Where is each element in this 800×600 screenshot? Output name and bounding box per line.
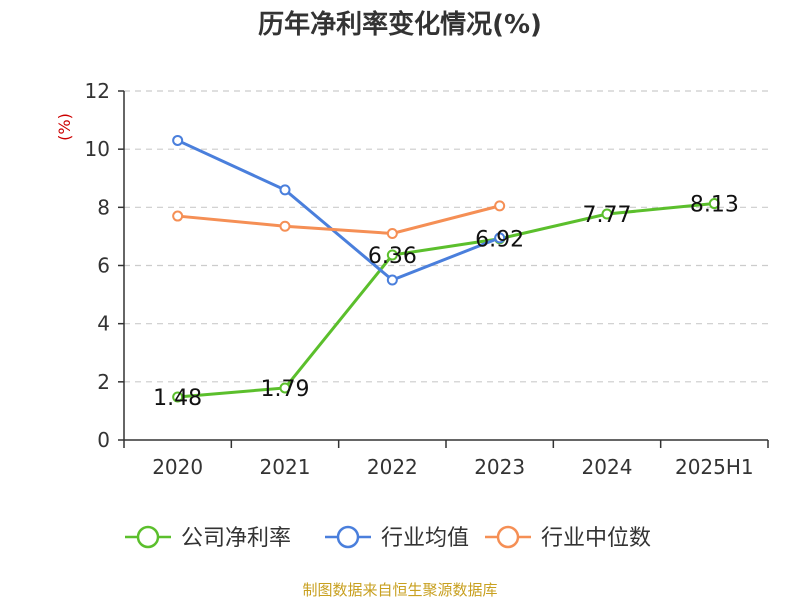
- y-tick-label-2: 4: [97, 312, 110, 336]
- legend-label-0[interactable]: 公司净利率: [181, 526, 291, 551]
- x-tick-label-5: 2025H1: [675, 455, 754, 479]
- data-labels: 1.48 1.79 6.36 6.92 7.77 8.13: [153, 193, 739, 411]
- y-tick-label-6: 12: [85, 79, 110, 103]
- series-line-1: [177, 139, 501, 282]
- y-tick-label-0: 0: [97, 428, 110, 452]
- y-tick-label-3: 6: [97, 254, 110, 278]
- data-point-2-3[interactable]: [494, 200, 506, 212]
- data-point-0-5[interactable]: [708, 198, 720, 210]
- gridlines: [124, 90, 768, 383]
- data-label-0: 1.48: [153, 386, 202, 411]
- data-point-1-1[interactable]: [279, 184, 291, 196]
- series-line-0: [177, 202, 715, 399]
- legend[interactable]: 公司净利率 行业均值 行业中位数: [125, 525, 651, 551]
- y-tick-label-4: 8: [97, 195, 110, 219]
- legend-marker-0: [136, 525, 160, 549]
- data-point-0-0[interactable]: [172, 391, 184, 403]
- data-label-2: 6.36: [368, 244, 417, 269]
- data-point-0-1[interactable]: [279, 382, 291, 394]
- data-point-2-0[interactable]: [172, 210, 184, 222]
- y-tick-label-1: 2: [97, 370, 110, 394]
- data-point-2-1[interactable]: [279, 220, 291, 232]
- data-point-1-0[interactable]: [172, 134, 184, 146]
- data-point-0-4[interactable]: [601, 208, 613, 220]
- data-label-1: 1.79: [261, 377, 310, 402]
- data-label-5: 8.13: [690, 193, 739, 218]
- x-tick-label-0: 2020: [152, 455, 203, 479]
- data-point-1-2[interactable]: [386, 274, 398, 286]
- data-label-3: 6.92: [475, 228, 524, 253]
- data-point-0-2[interactable]: [386, 249, 398, 261]
- x-tick-label-2: 2022: [367, 455, 418, 479]
- data-point-2-2[interactable]: [386, 228, 398, 240]
- legend-marker-2: [496, 525, 520, 549]
- series-group: [172, 134, 720, 403]
- y-axis-label: (%): [55, 113, 74, 141]
- source-note: 制图数据来自恒生聚源数据库: [302, 581, 497, 599]
- x-tick-label-3: 2023: [474, 455, 525, 479]
- axes: 0 2 4 6 8 10 12 2020 2021 2022 2023 2024 2025H1: [85, 79, 769, 479]
- data-label-4: 7.77: [583, 203, 632, 228]
- data-point-1-3[interactable]: [494, 232, 506, 244]
- legend-label-2[interactable]: 行业中位数: [541, 526, 651, 551]
- chart-title: 历年净利率变化情况(%): [258, 9, 542, 40]
- x-tick-label-1: 2021: [260, 455, 311, 479]
- legend-marker-1: [336, 525, 360, 549]
- y-tick-label-5: 10: [85, 137, 110, 161]
- x-tick-label-4: 2024: [582, 455, 633, 479]
- series-line-2: [177, 204, 501, 236]
- legend-label-1[interactable]: 行业均值: [381, 526, 469, 551]
